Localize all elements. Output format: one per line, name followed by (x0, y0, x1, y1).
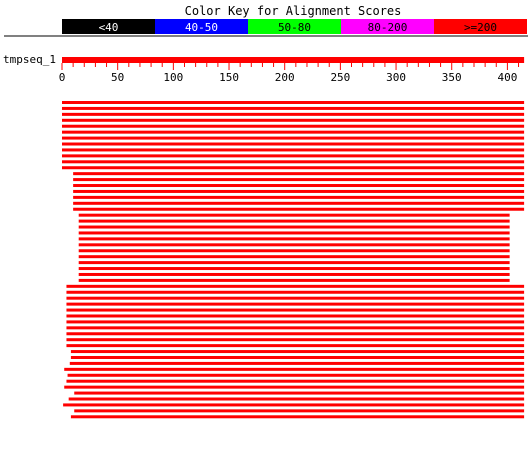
alignment-bar (73, 178, 525, 182)
axis-tick-label: 300 (386, 71, 406, 84)
alignment-bar (70, 350, 525, 354)
color-key-label: <40 (99, 21, 119, 34)
alignment-bar (64, 385, 525, 389)
alignment-bar (73, 189, 525, 193)
alignment-bar (70, 355, 525, 359)
alignment-bar (66, 302, 525, 306)
query-label: tmpseq_1 (3, 53, 56, 66)
alignment-bar (62, 101, 525, 104)
alignment-bar (78, 219, 510, 223)
alignment-bar (62, 106, 525, 110)
alignment-bar (69, 361, 525, 365)
x-axis: 0 50 100 150 200 250 300 350 400 (59, 63, 520, 84)
alignment-bar (73, 184, 525, 188)
alignment-bar (78, 237, 510, 241)
alignment-bar (62, 160, 525, 164)
alignment-bar (66, 338, 525, 342)
alignment-hits (62, 101, 525, 419)
axis-tick-label: 0 (59, 71, 66, 84)
alignment-bar (66, 379, 525, 383)
alignment-bar (62, 142, 525, 146)
alignment-bar (66, 314, 525, 318)
color-key-swatch (155, 19, 248, 34)
alignment-bar (66, 326, 525, 330)
alignment-bar (64, 367, 525, 371)
axis-tick-label: 350 (442, 71, 462, 84)
color-key: <40 40-50 50-80 80-200 >=200 (62, 19, 527, 34)
alignment-bar (62, 154, 525, 158)
alignment-bar (78, 225, 510, 229)
alignment-bar (62, 148, 525, 152)
alignment-bar (78, 231, 510, 235)
alignment-bar (73, 172, 525, 176)
alignment-bar (78, 272, 510, 276)
alignment-bar (73, 207, 525, 211)
alignment-bar (78, 267, 510, 271)
alignment-bar (66, 296, 525, 300)
alignment-bar (78, 278, 510, 282)
alignment-bar (66, 332, 525, 336)
query-track (62, 57, 525, 63)
axis-tick-label: 200 (275, 71, 295, 84)
alignment-bar (74, 409, 525, 413)
axis-tick-label: 250 (330, 71, 350, 84)
alignment-bar (74, 391, 525, 395)
alignment-bar (78, 213, 510, 217)
alignment-bar (78, 255, 510, 259)
color-key-label: 50-80 (278, 21, 311, 34)
alignment-bar (68, 397, 525, 401)
color-key-label: 80-200 (368, 21, 408, 34)
color-key-swatch (248, 19, 341, 34)
color-key-label: >=200 (464, 21, 497, 34)
alignment-bar (67, 373, 525, 377)
color-key-swatch (341, 19, 434, 34)
alignment-bar (66, 290, 525, 294)
query-bar (62, 57, 525, 63)
alignment-bar (70, 415, 525, 419)
alignment-bar (62, 112, 525, 116)
axis-tick-label: 100 (163, 71, 183, 84)
alignment-bar (62, 130, 525, 134)
alignment-bar (62, 124, 525, 128)
axis-tick-label: 400 (497, 71, 517, 84)
alignment-bar (62, 136, 525, 140)
alignment-bar (66, 344, 525, 348)
alignment-bar (62, 166, 525, 170)
alignment-bar (78, 249, 510, 253)
alignment-bar (62, 118, 525, 122)
color-key-swatch (434, 19, 527, 34)
alignment-bar (66, 308, 525, 312)
alignment-bar (63, 403, 525, 407)
color-key-label: 40-50 (185, 21, 218, 34)
alignment-bar (73, 195, 525, 199)
alignment-bar (78, 261, 510, 265)
alignment-bar (78, 243, 510, 247)
alignment-bar (66, 284, 525, 288)
axis-tick-label: 50 (111, 71, 124, 84)
color-key-swatch (62, 19, 155, 34)
axis-tick-label: 150 (219, 71, 239, 84)
alignment-bar (66, 320, 525, 324)
color-key-title: Color Key for Alignment Scores (185, 4, 402, 18)
alignment-bar (73, 201, 525, 205)
